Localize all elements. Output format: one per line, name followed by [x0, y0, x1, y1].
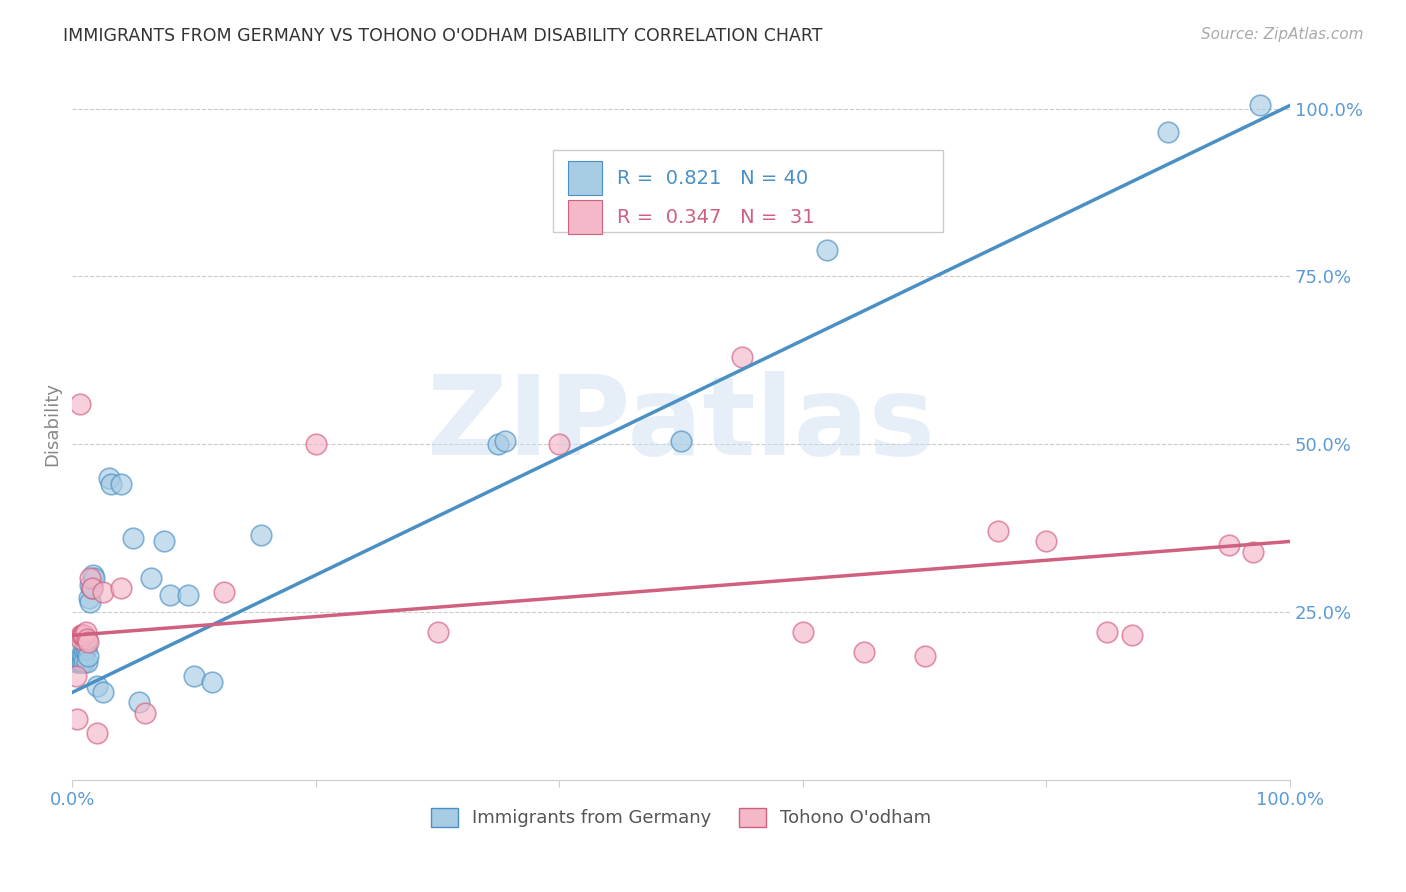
Text: R =  0.347   N =  31: R = 0.347 N = 31: [617, 208, 814, 227]
Point: [76, 655, 98, 669]
Point: [77, 648, 100, 663]
Point: [80, 582, 103, 596]
Point: [1157, 125, 1180, 139]
Point: [69, 628, 91, 642]
FancyBboxPatch shape: [568, 200, 602, 235]
Point: [548, 437, 571, 451]
Point: [141, 571, 163, 585]
Point: [110, 582, 132, 596]
Point: [91, 685, 114, 699]
Point: [69, 397, 91, 411]
Point: [159, 588, 181, 602]
FancyBboxPatch shape: [553, 150, 943, 232]
Point: [97, 471, 120, 485]
Point: [86, 725, 108, 739]
Point: [83, 571, 105, 585]
Point: [100, 477, 122, 491]
Point: [65, 655, 87, 669]
Point: [214, 584, 236, 599]
Point: [122, 531, 145, 545]
Point: [75, 625, 97, 640]
Point: [152, 534, 174, 549]
Point: [82, 568, 104, 582]
Point: [914, 648, 936, 663]
Point: [128, 696, 150, 710]
Point: [69, 632, 91, 646]
Point: [66, 641, 89, 656]
Point: [177, 588, 200, 602]
Point: [494, 434, 516, 448]
Text: IMMIGRANTS FROM GERMANY VS TOHONO O'ODHAM DISABILITY CORRELATION CHART: IMMIGRANTS FROM GERMANY VS TOHONO O'ODHA…: [63, 27, 823, 45]
Point: [1035, 534, 1057, 549]
Point: [67, 655, 90, 669]
Point: [70, 655, 93, 669]
Point: [70, 628, 93, 642]
Point: [73, 655, 96, 669]
Legend: Immigrants from Germany, Tohono O'odham: Immigrants from Germany, Tohono O'odham: [423, 801, 939, 835]
Text: ZIPatlas: ZIPatlas: [427, 370, 935, 477]
Point: [183, 668, 205, 682]
Point: [73, 628, 96, 642]
Point: [305, 437, 328, 451]
Point: [792, 625, 814, 640]
Point: [66, 712, 89, 726]
Point: [69, 655, 91, 669]
Point: [201, 675, 224, 690]
Point: [79, 595, 101, 609]
Point: [488, 437, 510, 451]
Point: [69, 655, 91, 669]
Point: [426, 625, 449, 640]
Point: [250, 528, 273, 542]
Point: [1249, 98, 1271, 112]
Point: [75, 639, 97, 653]
Text: Source: ZipAtlas.com: Source: ZipAtlas.com: [1201, 27, 1364, 42]
Point: [110, 477, 132, 491]
Point: [731, 350, 754, 364]
Point: [1097, 625, 1119, 640]
Point: [65, 668, 87, 682]
Point: [1218, 538, 1240, 552]
Point: [91, 584, 114, 599]
Point: [669, 434, 692, 448]
Point: [75, 641, 97, 656]
Y-axis label: Disability: Disability: [44, 382, 60, 466]
Point: [72, 628, 94, 642]
Text: R =  0.821   N = 40: R = 0.821 N = 40: [617, 169, 808, 187]
Point: [77, 591, 100, 606]
Point: [79, 571, 101, 585]
Point: [73, 641, 96, 656]
Point: [134, 706, 156, 720]
Point: [80, 582, 103, 596]
Point: [79, 578, 101, 592]
Point: [72, 648, 94, 663]
Point: [76, 632, 98, 646]
FancyBboxPatch shape: [568, 161, 602, 195]
Point: [77, 635, 100, 649]
Point: [852, 645, 875, 659]
Point: [987, 524, 1010, 539]
Point: [815, 243, 838, 257]
Point: [1121, 628, 1143, 642]
Point: [1243, 544, 1265, 558]
Point: [69, 648, 91, 663]
Point: [86, 679, 108, 693]
